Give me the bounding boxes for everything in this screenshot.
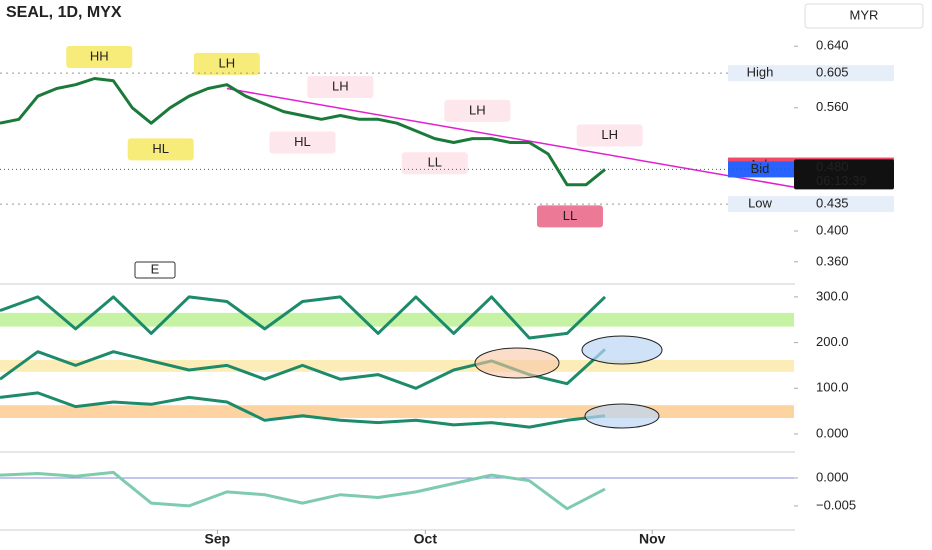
pattern-label: HH	[90, 48, 109, 63]
pattern-label: LL	[428, 155, 442, 170]
highlight-circle	[584, 403, 660, 429]
trendline	[226, 87, 795, 188]
pattern-label: LH	[332, 78, 349, 93]
y-tick-label: 0.000	[816, 469, 849, 484]
last-box	[794, 159, 894, 190]
x-tick-label: Nov	[639, 531, 666, 547]
pattern-label: LH	[469, 102, 486, 117]
pattern-box	[127, 138, 194, 161]
chart-title: SEAL, 1D, MYX	[6, 4, 122, 21]
badge-value: 0.605	[816, 65, 849, 80]
event-marker[interactable]: E	[151, 261, 160, 276]
pattern-box	[66, 45, 133, 68]
highlight-circle	[474, 347, 560, 379]
badge-label: High	[747, 65, 774, 80]
pattern-box	[307, 76, 374, 99]
pattern-box	[193, 52, 260, 75]
pattern-label: HL	[294, 134, 311, 149]
pattern-box	[444, 99, 511, 122]
y-tick-label: 0.400	[816, 222, 849, 237]
y-tick-label: 200.0	[816, 334, 849, 349]
badge-label: Low	[748, 196, 772, 211]
y-tick-label: −0.005	[816, 497, 856, 512]
y-tick-label: 100.0	[816, 380, 849, 395]
pattern-label: HL	[152, 141, 169, 156]
currency-box[interactable]	[804, 3, 924, 29]
badge-box	[728, 65, 894, 82]
y-tick-label: 0.560	[816, 99, 849, 114]
badge-box	[728, 196, 894, 213]
pattern-box	[536, 205, 603, 228]
pattern-box	[269, 131, 336, 154]
series-line	[0, 295, 607, 340]
y-tick-label: 0.360	[816, 253, 849, 268]
highlight-circle	[581, 335, 663, 365]
currency[interactable]: MYR	[850, 7, 879, 22]
series-line	[0, 391, 606, 429]
badge-value: 0.435	[816, 196, 849, 211]
x-tick-label: Oct	[414, 531, 438, 547]
badge-label: Bid	[751, 161, 770, 176]
last-value: 0.480	[816, 159, 849, 174]
event-box[interactable]	[134, 261, 176, 279]
y-tick-label: 300.0	[816, 288, 849, 303]
pattern-label: LL	[563, 208, 577, 223]
zone-band	[0, 312, 794, 327]
zone-band	[0, 359, 794, 372]
countdown: 06:13:39	[816, 173, 867, 188]
y-tick-label: 0.640	[816, 38, 849, 53]
y-tick-label: 0.000	[816, 425, 849, 440]
pattern-label: LH	[601, 127, 618, 142]
series-line	[0, 77, 606, 187]
x-tick-label: Sep	[205, 531, 231, 547]
series-line	[0, 470, 606, 511]
pattern-box	[576, 124, 643, 147]
zone-band	[0, 405, 794, 419]
pattern-box	[401, 152, 468, 175]
pattern-label: LH	[219, 55, 236, 70]
